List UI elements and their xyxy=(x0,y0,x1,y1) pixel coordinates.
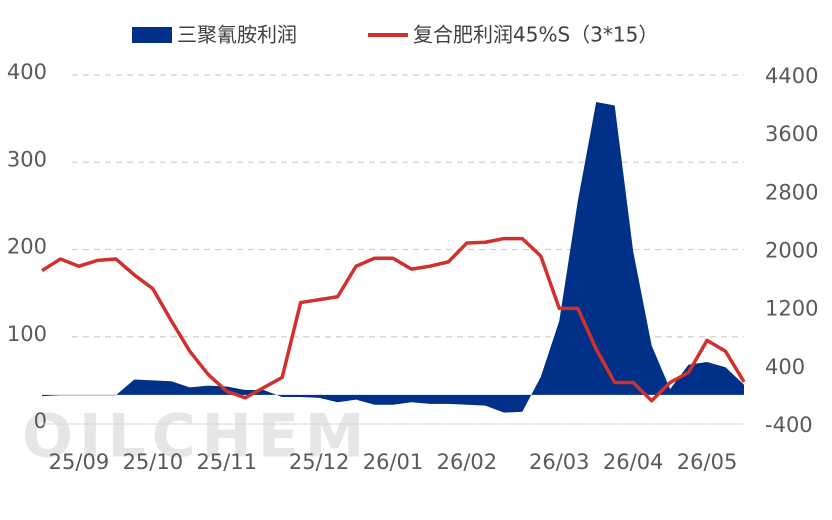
y-tick-label: 100 xyxy=(7,322,47,346)
y2-tick-label: -400 xyxy=(765,413,813,437)
line xyxy=(41,236,746,403)
y-tick-label: 200 xyxy=(7,235,47,259)
area xyxy=(42,102,744,413)
y2-tick-label: 4400 xyxy=(765,64,818,88)
y-tick-label: 0 xyxy=(34,409,47,433)
y2-tick-label: 1200 xyxy=(765,297,818,321)
x-tick-label: 26/02 xyxy=(437,450,498,474)
y2-tick-label: 2000 xyxy=(765,239,818,263)
x-tick-label: 25/10 xyxy=(123,450,184,474)
x-tick-label: 26/05 xyxy=(677,450,738,474)
x-tick-label: 25/09 xyxy=(49,450,110,474)
y2-tick-label: 2800 xyxy=(765,180,818,204)
x-tick-label: 26/01 xyxy=(363,450,424,474)
legend-label: 三聚氰胺利润 xyxy=(177,23,297,47)
x-tick-label: 26/03 xyxy=(529,450,590,474)
y-tick-label: 300 xyxy=(7,147,47,171)
y2-tick-label: 3600 xyxy=(765,122,818,146)
legend-label: 复合肥利润45%S（3*15） xyxy=(413,23,658,47)
y-tick-label: 400 xyxy=(7,60,47,84)
x-tick-label: 25/12 xyxy=(289,450,350,474)
watermark: OILCHEM xyxy=(22,402,371,472)
legend-swatch xyxy=(132,27,172,43)
y2-tick-label: 400 xyxy=(765,355,805,379)
x-tick-label: 25/11 xyxy=(196,450,257,474)
x-tick-label: 26/04 xyxy=(603,450,664,474)
